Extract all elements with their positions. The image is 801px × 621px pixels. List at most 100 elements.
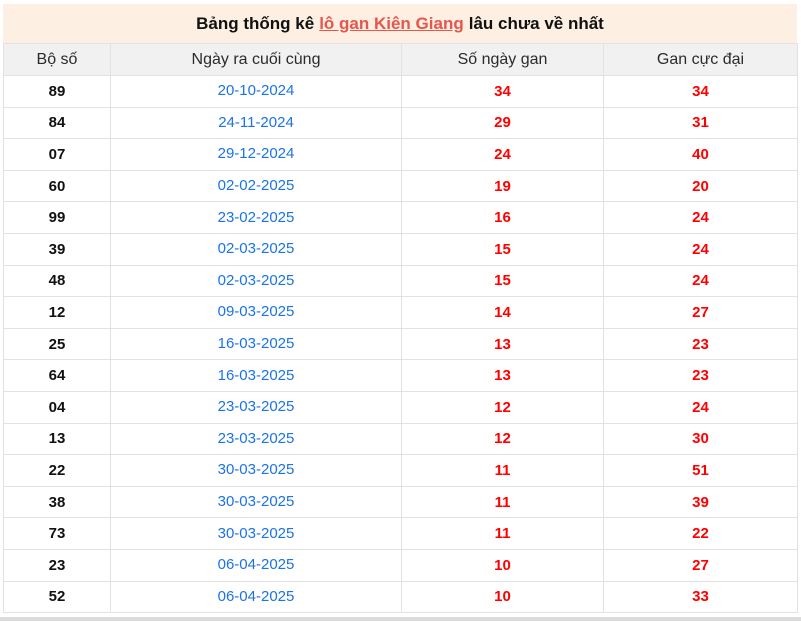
table-row: 64 16-03-2025 13 23 xyxy=(3,359,798,392)
last-date-link[interactable]: 23-03-2025 xyxy=(217,398,295,416)
last-date-cell: 02-03-2025 xyxy=(110,264,402,298)
page-title-prefix: Bảng thống kê xyxy=(196,13,315,33)
table-row: 38 30-03-2025 11 39 xyxy=(3,485,798,519)
last-date-cell: 24-11-2024 xyxy=(110,106,402,140)
last-date-link[interactable]: 16-03-2025 xyxy=(217,335,295,353)
gan-days-cell: 11 xyxy=(401,517,604,550)
table-row: 13 23-03-2025 12 30 xyxy=(3,422,798,456)
table-row: 99 23-02-2025 16 24 xyxy=(3,201,798,234)
last-date-link[interactable]: 20-10-2024 xyxy=(217,82,295,100)
lottery-number-cell: 99 xyxy=(3,201,111,234)
gan-days-cell: 15 xyxy=(401,232,604,266)
table-row: 60 02-02-2025 19 20 xyxy=(3,169,798,203)
gan-days-cell: 34 xyxy=(401,75,604,108)
gan-days-cell: 12 xyxy=(401,390,604,424)
last-date-cell: 06-04-2025 xyxy=(110,548,402,582)
gan-max-cell: 34 xyxy=(603,75,798,108)
table-body: 89 20-10-2024 34 34 84 24-11-2024 29 31 … xyxy=(3,75,798,614)
gan-max-cell: 40 xyxy=(603,138,798,171)
gan-max-cell: 24 xyxy=(603,201,798,234)
last-date-cell: 29-12-2024 xyxy=(110,138,402,171)
last-date-link[interactable]: 06-04-2025 xyxy=(217,587,295,605)
table-header-row: Bộ số Ngày ra cuối cùng Số ngày gan Gan … xyxy=(3,43,798,76)
gan-days-cell: 24 xyxy=(401,138,604,171)
table-row: 12 09-03-2025 14 27 xyxy=(3,296,798,329)
last-date-link[interactable]: 23-03-2025 xyxy=(217,429,295,447)
title-bar: Bảng thống kê lô gan Kiên Giang lâu chưa… xyxy=(3,4,797,43)
last-date-cell: 30-03-2025 xyxy=(110,485,402,519)
gan-days-cell: 11 xyxy=(401,485,604,519)
gan-days-cell: 19 xyxy=(401,169,604,203)
gan-max-cell: 22 xyxy=(603,517,798,550)
table-row: 48 02-03-2025 15 24 xyxy=(3,264,798,298)
last-date-link[interactable]: 30-03-2025 xyxy=(217,493,295,511)
lottery-number-cell: 73 xyxy=(3,517,111,550)
lottery-number-cell: 39 xyxy=(3,232,111,266)
gan-days-cell: 29 xyxy=(401,106,604,140)
lottery-number-cell: 25 xyxy=(3,327,111,361)
last-date-link[interactable]: 30-03-2025 xyxy=(217,524,295,542)
footer-bar xyxy=(0,617,801,621)
last-date-link[interactable]: 16-03-2025 xyxy=(217,366,295,384)
gan-max-cell: 23 xyxy=(603,327,798,361)
gan-days-cell: 10 xyxy=(401,580,604,614)
last-date-cell: 16-03-2025 xyxy=(110,359,402,392)
lottery-number-cell: 22 xyxy=(3,454,111,487)
gan-days-cell: 10 xyxy=(401,548,604,582)
last-date-link[interactable]: 23-02-2025 xyxy=(217,208,295,226)
gan-max-cell: 23 xyxy=(603,359,798,392)
lottery-number-cell: 64 xyxy=(3,359,111,392)
column-header-bo-so: Bộ số xyxy=(3,43,111,76)
last-date-cell: 30-03-2025 xyxy=(110,454,402,487)
lottery-number-cell: 23 xyxy=(3,548,111,582)
column-header-so-ngay-gan: Số ngày gan xyxy=(401,43,604,76)
table-row: 39 02-03-2025 15 24 xyxy=(3,232,798,266)
gan-max-cell: 20 xyxy=(603,169,798,203)
last-date-cell: 02-03-2025 xyxy=(110,232,402,266)
gan-max-cell: 24 xyxy=(603,390,798,424)
last-date-link[interactable]: 02-02-2025 xyxy=(217,177,295,195)
last-date-cell: 23-03-2025 xyxy=(110,422,402,456)
table-row: 23 06-04-2025 10 27 xyxy=(3,548,798,582)
last-date-link[interactable]: 02-03-2025 xyxy=(217,240,295,258)
last-date-link[interactable]: 24-11-2024 xyxy=(218,113,294,131)
gan-max-cell: 39 xyxy=(603,485,798,519)
column-header-gan-cuc-dai: Gan cực đại xyxy=(603,43,798,76)
lottery-number-cell: 12 xyxy=(3,296,111,329)
last-date-link[interactable]: 09-03-2025 xyxy=(217,303,295,321)
last-date-link[interactable]: 02-03-2025 xyxy=(217,271,295,289)
table-row: 73 30-03-2025 11 22 xyxy=(3,517,798,550)
last-date-cell: 02-02-2025 xyxy=(110,169,402,203)
lottery-number-cell: 04 xyxy=(3,390,111,424)
gan-days-cell: 13 xyxy=(401,359,604,392)
gan-max-cell: 30 xyxy=(603,422,798,456)
gan-max-cell: 33 xyxy=(603,580,798,614)
last-date-cell: 30-03-2025 xyxy=(110,517,402,550)
gan-days-cell: 11 xyxy=(401,454,604,487)
gan-days-cell: 14 xyxy=(401,296,604,329)
last-date-cell: 16-03-2025 xyxy=(110,327,402,361)
gan-max-cell: 51 xyxy=(603,454,798,487)
gan-max-cell: 27 xyxy=(603,296,798,329)
table-row: 89 20-10-2024 34 34 xyxy=(3,75,798,108)
last-date-link[interactable]: 30-03-2025 xyxy=(217,461,295,479)
lottery-number-cell: 84 xyxy=(3,106,111,140)
lottery-number-cell: 60 xyxy=(3,169,111,203)
last-date-link[interactable]: 29-12-2024 xyxy=(217,145,295,163)
gan-days-cell: 16 xyxy=(401,201,604,234)
column-header-ngay-ra-cuoi-cung: Ngày ra cuối cùng xyxy=(110,43,402,76)
table-row: 04 23-03-2025 12 24 xyxy=(3,390,798,424)
table-row: 25 16-03-2025 13 23 xyxy=(3,327,798,361)
last-date-cell: 09-03-2025 xyxy=(110,296,402,329)
gan-max-cell: 31 xyxy=(603,106,798,140)
gan-max-cell: 24 xyxy=(603,264,798,298)
gan-days-cell: 12 xyxy=(401,422,604,456)
lo-gan-table: Bộ số Ngày ra cuối cùng Số ngày gan Gan … xyxy=(3,43,798,614)
last-date-link[interactable]: 06-04-2025 xyxy=(217,556,295,574)
last-date-cell: 23-02-2025 xyxy=(110,201,402,234)
gan-max-cell: 24 xyxy=(603,232,798,266)
table-row: 07 29-12-2024 24 40 xyxy=(3,138,798,171)
lo-gan-kien-giang-link[interactable]: lô gan Kiên Giang xyxy=(319,13,464,33)
table-row: 84 24-11-2024 29 31 xyxy=(3,106,798,140)
